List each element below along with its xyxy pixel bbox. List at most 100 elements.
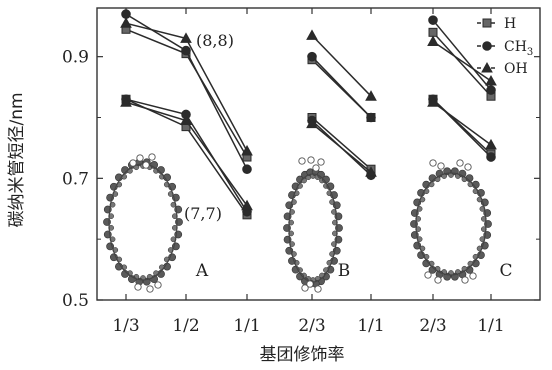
data-point-triangle <box>241 199 253 211</box>
hydrogen-atom <box>456 159 464 167</box>
hydrogen-atom <box>142 161 150 169</box>
hydrogen-atom <box>437 162 445 170</box>
hydrogen-atom <box>146 285 154 293</box>
panel-label: A <box>195 261 209 281</box>
series-oh-panel-c <box>427 96 497 150</box>
series-line <box>432 19 492 91</box>
data-point-circle <box>486 85 496 95</box>
series-line <box>432 31 492 97</box>
hydrogen-atom <box>424 271 432 279</box>
x-tick-label: 1/3 <box>112 316 139 336</box>
series-oh-panel-c <box>427 35 497 86</box>
x-tick-label: 1/2 <box>172 316 199 336</box>
y-tick-label: 0.9 <box>62 48 89 68</box>
data-point-square <box>428 27 438 37</box>
hydrogen-atom <box>129 159 137 167</box>
series-line <box>311 123 372 173</box>
data-point-triangle <box>481 61 493 73</box>
legend-item-ch3: CH3 <box>477 39 533 58</box>
hydrogen-atom <box>154 281 162 289</box>
x-axis-ticks: 1/3 1/2 1/1 2/3 1/1 2/3 1/1 <box>112 8 505 336</box>
data-point-triangle <box>180 32 192 43</box>
hydrogen-atom <box>464 163 472 171</box>
data-point-circle <box>482 41 492 51</box>
substituents-a <box>129 153 162 293</box>
panel-label: B <box>338 261 351 281</box>
plot-border <box>96 7 541 301</box>
series-line <box>311 116 372 170</box>
x-tick-label: 1/1 <box>477 316 504 336</box>
hydrogen-atom <box>314 285 322 293</box>
y-axis-ticks: 0.5 0.7 0.9 <box>62 48 540 311</box>
data-point-triangle <box>365 166 377 177</box>
x-tick-label: 1/1 <box>233 316 260 336</box>
panel-label: C <box>499 261 512 281</box>
series-oh-panel-a <box>120 17 253 156</box>
x-tick-label: 2/3 <box>419 316 446 336</box>
data-point-circle <box>486 152 496 162</box>
x-tick-label: 2/3 <box>298 316 325 336</box>
hydrogen-atom <box>134 283 142 291</box>
annotations: (8,8) (7,7) A B C <box>184 31 513 281</box>
nanotube-b <box>283 168 343 288</box>
series-ch3-panel-a <box>121 9 252 175</box>
data-point-triangle <box>427 96 439 107</box>
hydrogen-atom <box>307 156 315 164</box>
hydrogen-atom <box>301 284 309 292</box>
legend: H CH3 OH <box>477 16 533 77</box>
data-point-triangle <box>241 144 253 156</box>
hydrogen-atom <box>298 157 306 165</box>
group-label: (7,7) <box>184 204 222 223</box>
substituents-b <box>298 156 325 293</box>
plot-frame <box>96 7 541 301</box>
series-ch3-panel-c <box>428 15 496 95</box>
data-point-circle <box>307 51 317 62</box>
data-point-triangle <box>120 17 132 28</box>
legend-label: OH <box>504 61 528 77</box>
data-point-triangle <box>306 29 318 40</box>
data-point-triangle <box>180 114 192 126</box>
data-point-triangle <box>306 117 318 129</box>
nanotube-a <box>103 158 183 286</box>
y-tick-label: 0.5 <box>62 291 89 311</box>
hydrogen-atom <box>312 164 320 172</box>
legend-label: H <box>504 16 516 32</box>
data-point-circle <box>428 15 438 25</box>
series-h-panel-c <box>428 27 496 101</box>
data-point-triangle <box>485 138 497 150</box>
hydrogen-atom <box>317 158 325 166</box>
series-oh-panel-b <box>306 29 377 101</box>
tube-ring <box>415 172 487 276</box>
legend-item-oh: OH <box>477 61 528 77</box>
hydrogen-atom <box>429 159 437 167</box>
series-h-panel-b <box>307 113 376 174</box>
data-point-circle <box>181 45 191 56</box>
group-label: (8,8) <box>196 31 234 50</box>
hydrogen-atom <box>461 276 469 284</box>
hydrogen-atom <box>148 153 156 161</box>
data-point-triangle <box>427 35 439 46</box>
data-point-triangle <box>120 96 132 107</box>
substituents-c <box>424 159 477 284</box>
data-point-circle <box>121 9 131 19</box>
x-tick-label: 1/1 <box>357 316 384 336</box>
x-axis-label: 基团修饰率 <box>260 345 345 365</box>
data-point-circle <box>242 164 252 175</box>
series-ch3-panel-c <box>428 94 496 162</box>
series-oh-panel-b <box>306 117 377 177</box>
legend-item-h: H <box>477 16 516 32</box>
data-point-circle <box>366 112 376 123</box>
data-point-triangle <box>485 74 497 86</box>
series-line <box>432 101 492 146</box>
data-point-triangle <box>365 90 377 101</box>
series-lines <box>120 9 497 220</box>
series-line <box>432 40 492 82</box>
hydrogen-atom <box>469 272 477 280</box>
hydrogen-atom <box>434 276 442 284</box>
nanotube-molecule-images <box>103 153 492 293</box>
tube-ring <box>288 173 338 283</box>
data-point-square <box>482 18 492 28</box>
series-line <box>311 56 372 119</box>
y-axis-label: 碳纳米管短径/nm <box>7 92 27 227</box>
